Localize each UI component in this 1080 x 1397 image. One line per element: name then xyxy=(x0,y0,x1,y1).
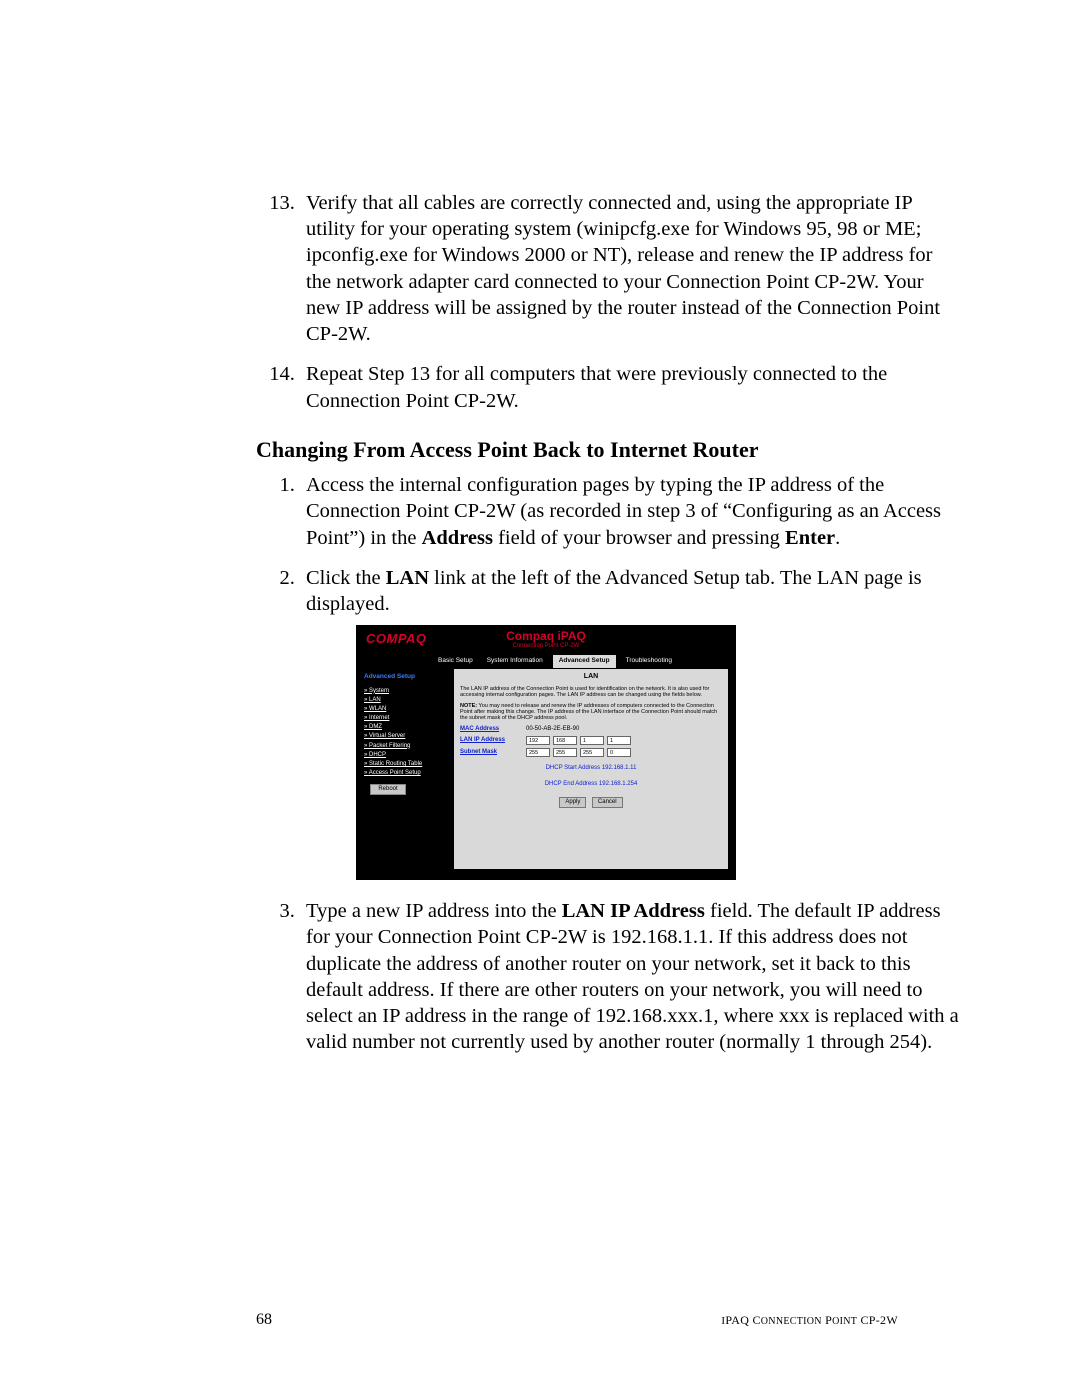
tab-bar: Basic Setup System Information Advanced … xyxy=(434,655,676,667)
sidebar-item-access-point-setup[interactable]: » Access Point Setup xyxy=(364,770,450,778)
sidebar-item-dmz[interactable]: » DMZ xyxy=(364,724,450,732)
step-1-text: Access the internal configuration pages … xyxy=(306,474,941,548)
lan-panel: LAN The LAN IP address of the Connection… xyxy=(454,669,728,869)
step-13-text: Verify that all cables are correctly con… xyxy=(306,192,940,345)
page-number: 68 xyxy=(256,1311,272,1329)
step-2: Click the LAN link at the left of the Ad… xyxy=(300,565,960,880)
subnet-octet-3[interactable]: 255 xyxy=(580,748,604,757)
sidebar-item-lan[interactable]: » LAN xyxy=(364,697,450,705)
page-footer: 68 IPAQ CONNECTION POINT CP-2W xyxy=(256,1311,898,1329)
tab-troubleshooting[interactable]: Troubleshooting xyxy=(622,655,676,667)
step-3: Type a new IP address into the LAN IP Ad… xyxy=(300,898,960,1055)
steps-continued: Verify that all cables are correctly con… xyxy=(256,190,960,414)
sidebar-item-packet-filtering[interactable]: » Packet Filtering xyxy=(364,743,450,751)
shot-subtitle: Connection Point CP-2W xyxy=(356,643,736,651)
panel-title: LAN xyxy=(460,673,722,682)
section-heading: Changing From Access Point Back to Inter… xyxy=(256,436,960,464)
mac-row: MAC Address 00-50-AB-2E-EB-90 xyxy=(460,726,722,734)
step-2-text: Click the LAN link at the left of the Ad… xyxy=(306,567,922,615)
panel-note: NOTE: You may need to release and renew … xyxy=(460,703,722,722)
body-text: Verify that all cables are correctly con… xyxy=(256,190,960,1056)
subnet-row: Subnet Mask 255 255 255 0 xyxy=(460,748,722,757)
subnet-octet-1[interactable]: 255 xyxy=(526,748,550,757)
sidebar-item-virtual-server[interactable]: » Virtual Server xyxy=(364,733,450,741)
sidebar-item-wlan[interactable]: » WLAN xyxy=(364,706,450,714)
tab-system-information[interactable]: System Information xyxy=(483,655,547,667)
sidebar-item-dhcp[interactable]: » DHCP xyxy=(364,752,450,760)
note-text: You may need to release and renew the IP… xyxy=(460,703,717,722)
subnet-octet-4[interactable]: 0 xyxy=(607,748,631,757)
steps-new: Access the internal configuration pages … xyxy=(256,472,960,1056)
lan-ip-octet-1[interactable]: 192 xyxy=(526,736,550,745)
step-3-text: Type a new IP address into the LAN IP Ad… xyxy=(306,900,959,1053)
document-page: Verify that all cables are correctly con… xyxy=(0,0,1080,1397)
panel-buttons: Apply Cancel xyxy=(460,797,722,809)
note-label: NOTE: xyxy=(460,703,477,709)
subnet-label[interactable]: Subnet Mask xyxy=(460,749,526,757)
subnet-octet-2[interactable]: 255 xyxy=(553,748,577,757)
lan-ip-octet-4[interactable]: 1 xyxy=(607,736,631,745)
step-1: Access the internal configuration pages … xyxy=(300,472,960,551)
mac-value: 00-50-AB-2E-EB-90 xyxy=(526,726,579,734)
sidebar-item-internet[interactable]: » Internet xyxy=(364,715,450,723)
tab-basic-setup[interactable]: Basic Setup xyxy=(434,655,477,667)
lan-config-screenshot: COMPAQ Compaq iPAQ Connection Point CP-2… xyxy=(356,625,736,880)
lan-ip-label[interactable]: LAN IP Address xyxy=(460,737,526,745)
mac-label[interactable]: MAC Address xyxy=(460,726,526,734)
lan-ip-row: LAN IP Address 192 168 1 1 xyxy=(460,736,722,745)
reboot-button[interactable]: Reboot xyxy=(370,784,406,796)
cancel-button[interactable]: Cancel xyxy=(592,797,623,809)
sidebar-heading: Advanced Setup xyxy=(364,673,450,681)
step-13: Verify that all cables are correctly con… xyxy=(300,190,960,347)
sidebar: Advanced Setup » System » LAN » WLAN » I… xyxy=(364,673,450,795)
footer-product: IPAQ CONNECTION POINT CP-2W xyxy=(721,1313,898,1328)
sidebar-item-system[interactable]: » System xyxy=(364,688,450,696)
tab-advanced-setup[interactable]: Advanced Setup xyxy=(553,655,616,667)
step-14-text: Repeat Step 13 for all computers that we… xyxy=(306,363,887,411)
sidebar-item-static-routing[interactable]: » Static Routing Table xyxy=(364,761,450,769)
lan-ip-octet-2[interactable]: 168 xyxy=(553,736,577,745)
panel-intro: The LAN IP address of the Connection Poi… xyxy=(460,686,722,699)
dhcp-end: DHCP End Address 192.168.1.254 xyxy=(460,781,722,789)
dhcp-start: DHCP Start Address 192.168.1.11 xyxy=(460,765,722,773)
lan-ip-octet-3[interactable]: 1 xyxy=(580,736,604,745)
step-14: Repeat Step 13 for all computers that we… xyxy=(300,361,960,413)
apply-button[interactable]: Apply xyxy=(559,797,586,809)
